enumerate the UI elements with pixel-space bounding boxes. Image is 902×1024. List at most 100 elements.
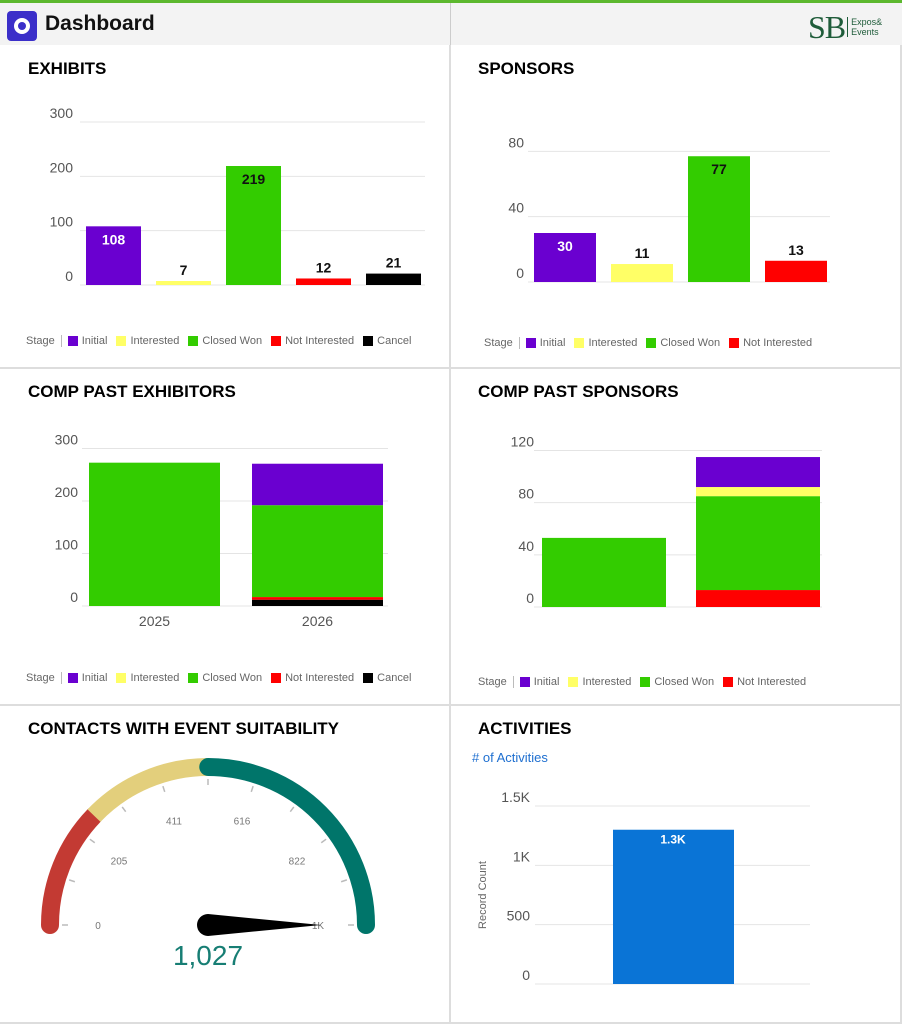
gauge-tick-label: 1K xyxy=(312,921,325,932)
gauge-tick xyxy=(320,838,327,844)
chart: 0 100 200 300 2025 2026 xyxy=(55,432,388,629)
gauge-tick-label: 616 xyxy=(234,816,251,827)
legend-label: Interested xyxy=(130,672,180,684)
legend-swatch xyxy=(271,673,282,683)
bar[interactable] xyxy=(688,156,750,282)
legend-item[interactable]: Interested xyxy=(116,672,179,684)
legend-title: Stage xyxy=(26,335,62,347)
y-tick-label: 1K xyxy=(513,848,531,864)
bar-segment[interactable] xyxy=(696,590,820,607)
bar-segment[interactable] xyxy=(252,463,383,506)
bar-segment[interactable] xyxy=(696,457,820,488)
legend-swatch xyxy=(519,677,530,687)
y-tick-label: 80 xyxy=(508,134,524,150)
legend-item[interactable]: Not Interested xyxy=(723,676,806,688)
legend-item[interactable]: Initial xyxy=(67,335,107,347)
gauge-needle xyxy=(197,914,321,936)
chart: 0 500 1K 1.5K 1.3K Record Count xyxy=(477,789,810,985)
legend: Stage Initial Interested Closed Won Not Inte… xyxy=(478,676,815,688)
bar[interactable] xyxy=(613,829,734,984)
gauge-tick-label: 411 xyxy=(166,816,182,827)
y-tick-label: 40 xyxy=(518,538,534,554)
bar[interactable] xyxy=(156,281,211,285)
legend-item[interactable]: Not Interested xyxy=(271,335,354,347)
legend-swatch xyxy=(646,338,657,348)
y-tick-label: 80 xyxy=(518,486,534,502)
bar[interactable] xyxy=(296,278,351,285)
data-label: 77 xyxy=(711,161,727,177)
x-tick-label: 2026 xyxy=(302,613,333,629)
legend-label: Not Interested xyxy=(285,672,355,684)
bar[interactable] xyxy=(86,226,141,285)
bar[interactable] xyxy=(765,260,827,282)
y-tick-label: 0 xyxy=(65,268,73,284)
bar-segment[interactable] xyxy=(252,505,383,598)
bar[interactable] xyxy=(534,233,596,282)
legend-label: Initial xyxy=(533,676,560,688)
legend-item[interactable]: Interested xyxy=(568,676,631,688)
y-tick-label: 1.5K xyxy=(501,789,530,805)
legend-swatch xyxy=(568,677,579,687)
bar-segment[interactable] xyxy=(89,462,220,606)
legend-swatch xyxy=(363,673,374,683)
legend-swatch xyxy=(116,336,127,346)
gauge-tick xyxy=(121,806,127,813)
logo-sub: Expos& xyxy=(851,17,883,27)
bar-segment[interactable] xyxy=(542,537,666,607)
legend-item[interactable]: Not Interested xyxy=(729,337,812,349)
legend-swatch xyxy=(116,673,127,683)
panel-title: SPONSORS xyxy=(478,59,575,78)
page-title: Dashboard xyxy=(45,12,155,35)
data-label: 21 xyxy=(386,255,402,271)
legend-item[interactable]: Interested xyxy=(574,337,637,349)
bar-segment[interactable] xyxy=(252,597,383,600)
legend-label: Cancel xyxy=(377,672,412,684)
x-tick-label: 2025 xyxy=(139,613,170,629)
data-label: 219 xyxy=(242,171,266,187)
legend-item[interactable]: Closed Won xyxy=(640,676,714,688)
legend-label: Interested xyxy=(588,337,638,349)
panel-exhibits: EXHIBITS 0 100 200 300 108 7 219 12 21 Stage Initia… xyxy=(0,45,451,369)
bar[interactable] xyxy=(366,273,421,285)
legend-label: Not Interested xyxy=(285,335,355,347)
logo-sub: Events xyxy=(851,27,879,37)
legend-swatch xyxy=(363,336,374,346)
legend-swatch xyxy=(723,677,734,687)
bar[interactable] xyxy=(226,166,281,285)
gauge-band xyxy=(41,806,103,934)
bar-segment[interactable] xyxy=(696,496,820,591)
legend-item[interactable]: Initial xyxy=(67,672,107,684)
legend-label: Not Interested xyxy=(743,337,813,349)
legend-label: Not Interested xyxy=(737,676,807,688)
legend: Stage Initial Interested Closed Won Not Inte… xyxy=(484,337,821,349)
legend-item[interactable]: Closed Won xyxy=(646,337,720,349)
legend-item[interactable]: Cancel xyxy=(363,335,411,347)
legend-swatch xyxy=(271,336,282,346)
bar-segment[interactable] xyxy=(696,487,820,497)
bar-segment[interactable] xyxy=(252,599,383,606)
y-tick-label: 300 xyxy=(55,432,79,448)
gauge-band xyxy=(87,758,209,822)
data-label: 108 xyxy=(102,231,126,247)
data-label: 1.3K xyxy=(660,833,686,847)
dashboard-app-icon[interactable] xyxy=(7,11,37,41)
gauge-value: 1,027 xyxy=(173,940,243,971)
legend-item[interactable]: Not Interested xyxy=(271,672,354,684)
panel-title: ACTIVITIES xyxy=(478,719,572,738)
legend-item[interactable]: Closed Won xyxy=(188,335,262,347)
data-label: 12 xyxy=(316,259,332,275)
bar[interactable] xyxy=(611,264,673,282)
legend-item[interactable]: Initial xyxy=(519,676,560,688)
legend-item[interactable]: Initial xyxy=(525,337,565,349)
legend-label: Closed Won xyxy=(654,676,715,688)
panel-title: CONTACTS WITH EVENT SUITABILITY xyxy=(28,719,340,738)
legend-item[interactable]: Cancel xyxy=(363,672,411,684)
legend-item[interactable]: Interested xyxy=(116,335,179,347)
legend-item[interactable]: Closed Won xyxy=(188,672,262,684)
panel-title: COMP PAST SPONSORS xyxy=(478,382,679,401)
data-label: 13 xyxy=(788,242,804,258)
logo-text: SB xyxy=(808,9,846,45)
legend-label: Interested xyxy=(582,676,632,688)
y-axis-label: Record Count xyxy=(477,861,489,929)
gauge-band xyxy=(199,758,375,934)
